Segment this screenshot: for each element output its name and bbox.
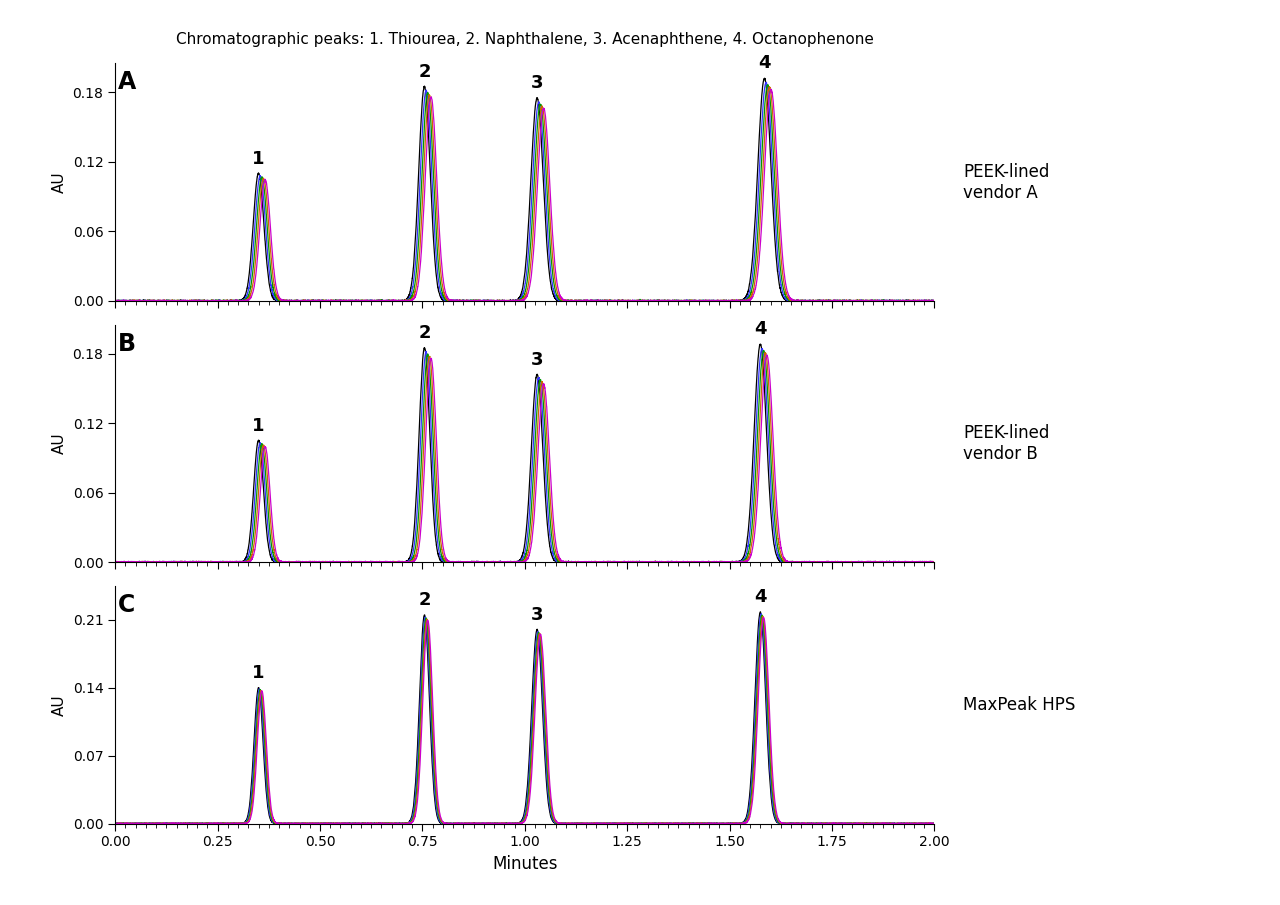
Text: B: B: [118, 332, 136, 356]
Text: 3: 3: [531, 605, 543, 624]
Text: 4: 4: [754, 588, 767, 606]
Text: MaxPeak HPS: MaxPeak HPS: [963, 696, 1075, 714]
Text: C: C: [118, 593, 134, 617]
Text: 4: 4: [754, 320, 767, 338]
Text: 1: 1: [252, 149, 265, 167]
Y-axis label: AU: AU: [52, 171, 67, 193]
Text: PEEK-lined
vendor A: PEEK-lined vendor A: [963, 163, 1050, 202]
Text: 2: 2: [419, 324, 430, 342]
Y-axis label: AU: AU: [52, 433, 67, 454]
Text: 3: 3: [531, 74, 543, 92]
Text: PEEK-lined
vendor B: PEEK-lined vendor B: [963, 424, 1050, 462]
Text: 1: 1: [252, 664, 265, 681]
Text: 2: 2: [419, 62, 430, 81]
Y-axis label: AU: AU: [52, 694, 67, 716]
Text: 4: 4: [758, 54, 771, 72]
Text: 2: 2: [419, 591, 430, 609]
X-axis label: Minutes: Minutes: [492, 855, 558, 873]
Text: 1: 1: [252, 416, 265, 434]
Text: A: A: [118, 71, 136, 94]
Text: Chromatographic peaks: 1. Thiourea, 2. Naphthalene, 3. Acenaphthene, 4. Octanoph: Chromatographic peaks: 1. Thiourea, 2. N…: [175, 32, 874, 47]
Text: 3: 3: [531, 350, 543, 368]
